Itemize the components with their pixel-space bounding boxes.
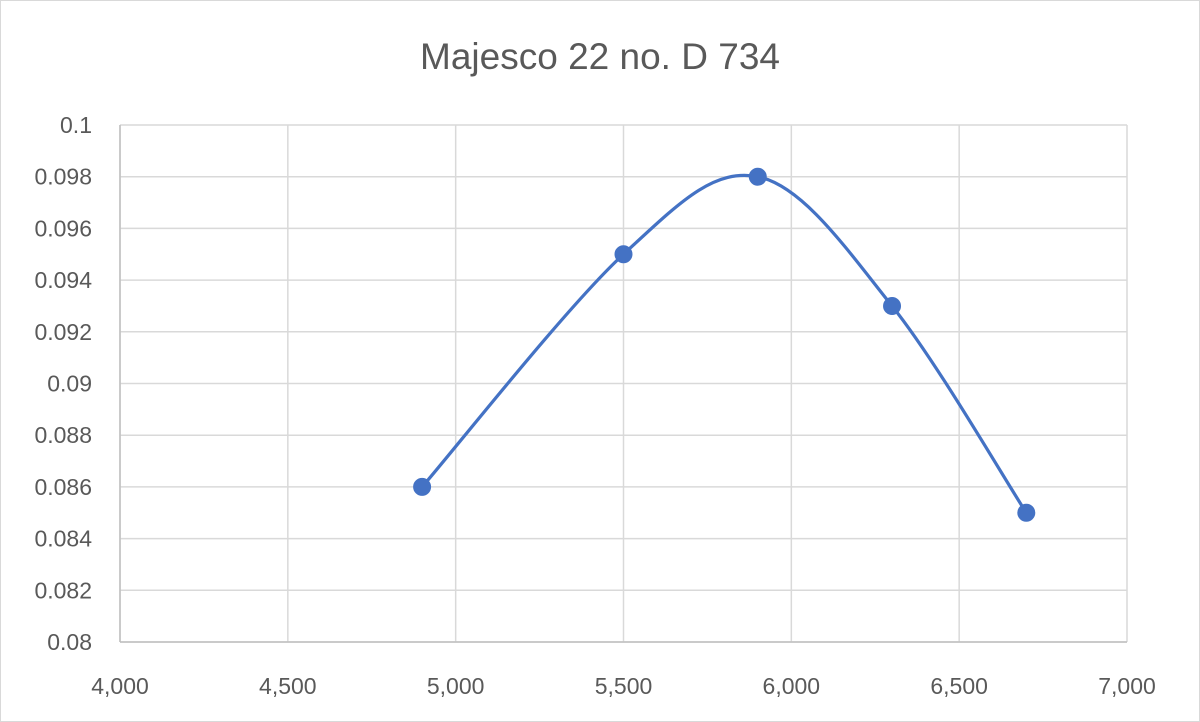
x-tick-label: 5,000: [427, 673, 485, 699]
y-tick-label: 0.094: [34, 267, 92, 293]
x-tick-label: 6,500: [930, 673, 988, 699]
grid-layer: [119, 124, 1128, 643]
y-tick-label: 0.08: [47, 629, 92, 655]
data-point: [413, 477, 432, 496]
chart-title: Majesco 22 no. D 734: [420, 36, 780, 77]
data-point: [614, 245, 633, 264]
y-tick-label: 0.088: [34, 422, 92, 448]
series-line: [420, 173, 1028, 515]
axis-layer: 0.08 0.082 0.084 0.086 0.088 0.09 0.092 0.094 0.…: [34, 112, 1155, 699]
y-tick-label: 0.1: [60, 112, 92, 138]
y-tick-label: 0.084: [34, 526, 92, 552]
y-tick-label: 0.098: [34, 164, 92, 190]
series-line-layer: [420, 173, 1028, 515]
data-point-layer: [413, 167, 1036, 522]
data-point: [883, 296, 902, 315]
data-point: [1017, 503, 1036, 522]
x-tick-label: 5,500: [595, 673, 653, 699]
x-tick-label: 7,000: [1098, 673, 1156, 699]
y-tick-label: 0.092: [34, 319, 92, 345]
x-tick-label: 4,000: [91, 673, 149, 699]
y-tick-label: 0.086: [34, 474, 92, 500]
y-tick-label: 0.096: [34, 215, 92, 241]
data-point: [748, 167, 767, 186]
x-tick-label: 6,000: [763, 673, 821, 699]
y-tick-label: 0.09: [47, 371, 92, 397]
y-tick-label: 0.082: [34, 577, 92, 603]
x-tick-label: 4,500: [259, 673, 317, 699]
